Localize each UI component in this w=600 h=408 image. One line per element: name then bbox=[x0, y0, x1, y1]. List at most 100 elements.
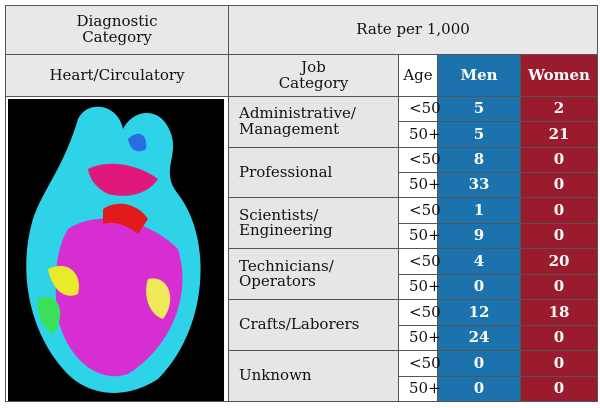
subheader-cell: Women bbox=[521, 55, 598, 97]
job-text: Professional bbox=[239, 165, 398, 181]
men-value: 12 bbox=[438, 305, 520, 321]
women-value: 20 bbox=[521, 254, 597, 270]
header-text: Rate per 1,000 bbox=[229, 22, 597, 38]
women-value: 0 bbox=[521, 381, 597, 397]
men-cell: 4 bbox=[438, 249, 521, 275]
age-cell: 50+ bbox=[399, 274, 438, 299]
age-value: 50+ bbox=[409, 177, 437, 193]
age-value: <50 bbox=[409, 254, 437, 270]
subheader-cell: Heart/Circulatory bbox=[6, 55, 229, 97]
job-cell: Unknown bbox=[229, 351, 399, 402]
age-value: <50 bbox=[409, 356, 437, 372]
page: DiagnosticCategory Rate per 1,000 Heart/… bbox=[0, 0, 600, 408]
job-cell: Scientists/Engineering bbox=[229, 198, 399, 249]
age-value: <50 bbox=[409, 305, 437, 321]
age-cell: 50+ bbox=[399, 325, 438, 350]
men-cell: 0 bbox=[438, 274, 521, 299]
women-value: 21 bbox=[521, 127, 597, 143]
men-cell: 1 bbox=[438, 198, 521, 224]
men-value: 5 bbox=[438, 127, 520, 143]
women-cell: 0 bbox=[521, 351, 598, 377]
men-cell: 0 bbox=[438, 376, 521, 401]
age-value: 50+ bbox=[409, 127, 437, 143]
women-cell: 0 bbox=[521, 173, 598, 198]
age-value: 50+ bbox=[409, 381, 437, 397]
age-value: 50+ bbox=[409, 330, 437, 346]
women-cell: 0 bbox=[521, 376, 598, 401]
men-cell: 8 bbox=[438, 147, 521, 173]
job-cell: Crafts/Laborers bbox=[229, 300, 399, 351]
subheader-text: Age bbox=[399, 68, 437, 84]
women-value: 18 bbox=[521, 305, 597, 321]
header-text: Category bbox=[6, 30, 228, 46]
job-cell: Administrative/Management bbox=[229, 97, 399, 148]
job-cell: Technicians/Operators bbox=[229, 249, 399, 300]
women-cell: 21 bbox=[521, 122, 598, 147]
men-cell: 9 bbox=[438, 224, 521, 249]
women-cell: 0 bbox=[521, 274, 598, 299]
men-value: 4 bbox=[438, 254, 520, 270]
women-cell: 0 bbox=[521, 147, 598, 173]
age-cell: 50+ bbox=[399, 376, 438, 401]
men-value: 0 bbox=[438, 381, 520, 397]
age-cell: 50+ bbox=[399, 224, 438, 249]
job-text: Operators bbox=[239, 274, 398, 290]
subheader-cell: Men bbox=[438, 55, 521, 97]
women-value: 0 bbox=[521, 228, 597, 244]
header-cell: Rate per 1,000 bbox=[229, 6, 598, 55]
age-value: <50 bbox=[409, 152, 437, 168]
age-value: <50 bbox=[409, 101, 437, 117]
age-value: 50+ bbox=[409, 228, 437, 244]
image-cell bbox=[6, 97, 229, 402]
age-cell: <50 bbox=[399, 97, 438, 122]
men-value: 1 bbox=[438, 203, 520, 219]
age-cell: 50+ bbox=[399, 173, 438, 198]
subheader-text: Men bbox=[438, 68, 520, 84]
subheader-text: Women bbox=[521, 68, 597, 84]
age-cell: 50+ bbox=[399, 122, 438, 147]
men-cell: 12 bbox=[438, 300, 521, 326]
age-value: <50 bbox=[409, 203, 437, 219]
job-text: Unknown bbox=[239, 368, 398, 384]
subheader-cell: Age bbox=[399, 55, 438, 97]
women-cell: 20 bbox=[521, 249, 598, 275]
men-value: 9 bbox=[438, 228, 520, 244]
women-cell: 0 bbox=[521, 325, 598, 350]
men-cell: 0 bbox=[438, 351, 521, 377]
age-value: 50+ bbox=[409, 279, 437, 295]
men-value: 0 bbox=[438, 356, 520, 372]
women-value: 0 bbox=[521, 203, 597, 219]
subheader-text: Category bbox=[229, 76, 398, 92]
job-cell: Professional bbox=[229, 147, 399, 198]
women-cell: 18 bbox=[521, 300, 598, 326]
age-cell: <50 bbox=[399, 147, 438, 173]
men-cell: 24 bbox=[438, 325, 521, 350]
job-text: Engineering bbox=[239, 223, 398, 239]
women-value: 0 bbox=[521, 279, 597, 295]
women-cell: 0 bbox=[521, 198, 598, 224]
women-value: 0 bbox=[521, 177, 597, 193]
age-cell: <50 bbox=[399, 249, 438, 275]
men-value: 0 bbox=[438, 279, 520, 295]
job-text: Management bbox=[239, 122, 398, 138]
women-value: 2 bbox=[521, 101, 597, 117]
women-value: 0 bbox=[521, 356, 597, 372]
men-value: 8 bbox=[438, 152, 520, 168]
age-cell: <50 bbox=[399, 300, 438, 326]
men-cell: 5 bbox=[438, 97, 521, 122]
women-value: 0 bbox=[521, 152, 597, 168]
women-cell: 0 bbox=[521, 224, 598, 249]
age-cell: <50 bbox=[399, 198, 438, 224]
women-cell: 2 bbox=[521, 97, 598, 122]
age-cell: <50 bbox=[399, 351, 438, 377]
men-cell: 33 bbox=[438, 173, 521, 198]
men-value: 33 bbox=[438, 177, 520, 193]
heart-image bbox=[8, 99, 224, 401]
subheader-text: Heart/Circulatory bbox=[6, 68, 228, 84]
